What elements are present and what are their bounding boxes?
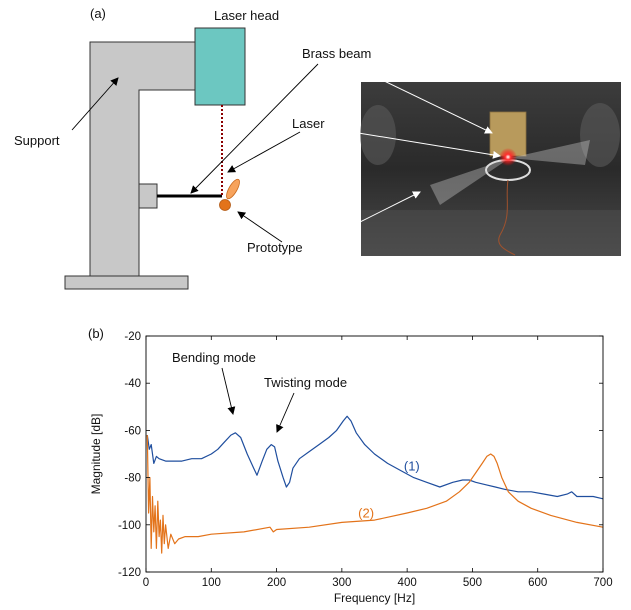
support-label: Support (14, 133, 60, 148)
support-base (64, 275, 189, 290)
plot-frame (145, 335, 604, 573)
y-tick-label: -60 (124, 425, 141, 437)
series-line-2 (146, 435, 604, 554)
brass-beam-label: Brass beam (302, 46, 371, 61)
bending-mode-annotation: Bending mode (172, 350, 256, 365)
laser-head-label: Laser head (214, 8, 279, 23)
twisting-mode-arrow (276, 392, 295, 433)
panel-b-label: (b) (88, 326, 104, 341)
series-label-1: (1) (404, 459, 420, 474)
x-tick-label: 500 (463, 577, 482, 589)
prototype-photo (360, 82, 621, 256)
support-arrow (71, 77, 119, 131)
prototype-label: Prototype (247, 240, 303, 255)
bending-mode-arrow (221, 367, 236, 415)
x-tick-label: 200 (267, 577, 286, 589)
series-line-1 (146, 415, 604, 500)
x-tick-label: 700 (593, 577, 612, 589)
y-tick-label: -80 (124, 473, 141, 485)
x-tick-label: 0 (143, 577, 149, 589)
x-tick-label: 600 (528, 577, 547, 589)
prototype-wing (226, 178, 240, 200)
prototype-body (219, 199, 231, 211)
x-tick-label: 100 (202, 577, 221, 589)
beam-clamp (138, 183, 158, 209)
laser-arrow-photo (339, 129, 501, 159)
y-tick-label: -40 (124, 378, 141, 390)
x-tick-label: 400 (398, 577, 417, 589)
y-tick-label: -20 (124, 331, 141, 343)
y-tick-label: -100 (118, 520, 141, 532)
x-tick-label: 300 (332, 577, 351, 589)
series-label-2: (2) (358, 506, 374, 521)
laser-arrow (227, 131, 301, 173)
y-axis-label: Magnitude [dB] (89, 414, 103, 495)
y-tick-label: -120 (118, 567, 141, 579)
brass-beam-arrow (190, 63, 319, 194)
prototype-arrow-photo (319, 191, 421, 243)
frequency-response-chart: (1) (2) 0 100 200 300 400 500 600 700 -20 -40 -60 -80… (89, 331, 613, 605)
prototype-arrow (237, 211, 283, 243)
laser-label: Laser (292, 116, 325, 131)
laser-head (194, 27, 246, 106)
panel-a-label: (a) (90, 6, 106, 21)
x-axis-label: Frequency [Hz] (334, 591, 415, 605)
brass-beam-arrow-photo (344, 61, 493, 134)
twisting-mode-annotation: Twisting mode (264, 375, 347, 390)
